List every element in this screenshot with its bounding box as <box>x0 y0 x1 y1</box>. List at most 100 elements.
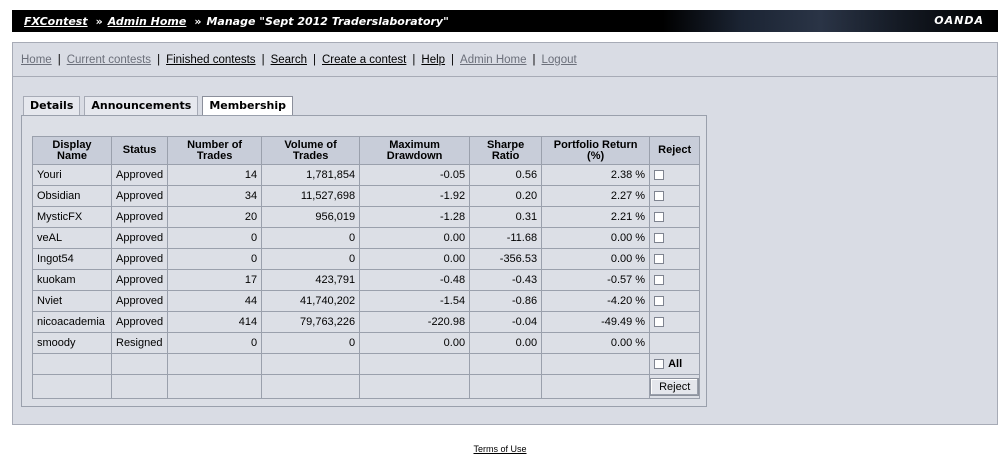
breadcrumb-fxcontest-link[interactable]: FXContest <box>24 14 88 28</box>
nav-separator: | <box>57 53 61 66</box>
volume-of-trades-cell: 41,740,202 <box>261 290 361 312</box>
column-header-volume-of-trades: Volume of Trades <box>261 136 361 165</box>
number-of-trades-cell: 17 <box>167 269 263 291</box>
top-header-bar: FXContest » Admin Home » Manage "Sept 20… <box>12 10 998 32</box>
breadcrumb: FXContest » Admin Home » Manage "Sept 20… <box>12 15 449 28</box>
volume-of-trades-cell: 11,527,698 <box>261 185 361 207</box>
number-of-trades-cell: 0 <box>167 332 263 354</box>
table-row: veAL Approved 0 0 0.00 -11.68 0.00 % <box>32 227 701 249</box>
reject-cell <box>649 290 701 312</box>
display-name-cell: veAL <box>32 227 112 249</box>
breadcrumb-separator: » <box>95 14 103 28</box>
breadcrumb-current-page: Manage "Sept 2012 Traderslaboratory" <box>206 14 449 28</box>
sharpe-ratio-cell: -0.04 <box>469 311 543 333</box>
table-header-row: Display Name Status Number of Trades Volum… <box>32 136 701 165</box>
display-name-cell: Ingot54 <box>32 248 112 270</box>
maximum-drawdown-cell: -220.98 <box>359 311 471 333</box>
breadcrumb-admin-home-link[interactable]: Admin Home <box>107 14 187 28</box>
nav-search-link[interactable]: Search <box>270 53 307 66</box>
portfolio-return-cell: 2.21 % <box>541 206 651 228</box>
sharpe-ratio-cell: 0.56 <box>469 164 543 186</box>
reject-cell <box>649 311 701 333</box>
number-of-trades-cell: 20 <box>167 206 263 228</box>
status-cell: Approved <box>110 164 169 186</box>
reject-checkbox[interactable] <box>654 296 665 307</box>
number-of-trades-cell: 0 <box>167 227 263 249</box>
reject-cell <box>649 164 701 186</box>
table-row: smoody Resigned 0 0 0.00 0.00 0.00 % <box>32 332 701 354</box>
reject-checkbox[interactable] <box>654 170 665 181</box>
status-cell: Approved <box>110 227 169 249</box>
portfolio-return-cell: 0.00 % <box>541 227 651 249</box>
display-name-cell: Nviet <box>32 290 112 312</box>
terms-of-use-link[interactable]: Terms of Use <box>473 444 527 454</box>
reject-button[interactable]: Reject <box>650 377 700 396</box>
column-header-display-name: Display Name <box>32 136 112 165</box>
portfolio-return-cell: 0.00 % <box>541 248 651 270</box>
nav-separator: | <box>532 53 536 66</box>
number-of-trades-cell: 44 <box>167 290 263 312</box>
display-name-cell: smoody <box>32 332 112 354</box>
reject-checkbox[interactable] <box>654 254 665 265</box>
reject-checkbox[interactable] <box>654 191 665 202</box>
membership-panel: Display Name Status Number of Trades Volum… <box>21 115 707 407</box>
reject-cell <box>649 227 701 249</box>
oanda-logo: OANDA <box>934 14 984 27</box>
number-of-trades-cell: 0 <box>167 248 263 270</box>
display-name-cell: Youri <box>32 164 112 186</box>
display-name-cell: MysticFX <box>32 206 112 228</box>
reject-cell <box>649 206 701 228</box>
tab-membership[interactable]: Membership <box>202 96 293 117</box>
nav-separator: | <box>412 53 416 66</box>
sharpe-ratio-cell: 0.31 <box>469 206 543 228</box>
status-cell: Approved <box>110 269 169 291</box>
select-all-label: All <box>668 358 683 370</box>
column-header-number-of-trades: Number of Trades <box>167 136 263 165</box>
display-name-cell: nicoacademia <box>32 311 112 333</box>
portfolio-return-cell: 0.00 % <box>541 332 651 354</box>
tab-details[interactable]: Details <box>23 96 81 116</box>
sharpe-ratio-cell: 0.20 <box>469 185 543 207</box>
nav-admin-home-link[interactable]: Admin Home <box>460 53 527 66</box>
nav-home-link[interactable]: Home <box>21 53 52 66</box>
status-cell: Resigned <box>110 332 169 354</box>
tab-announcements[interactable]: Announcements <box>84 96 199 116</box>
status-cell: Approved <box>110 248 169 270</box>
status-cell: Approved <box>110 185 169 207</box>
nav-current-contests-link[interactable]: Current contests <box>66 53 152 66</box>
nav-logout-link[interactable]: Logout <box>541 53 577 66</box>
volume-of-trades-cell: 956,019 <box>261 206 361 228</box>
number-of-trades-cell: 14 <box>167 164 263 186</box>
table-row: Obsidian Approved 34 11,527,698 -1.92 0.20 2.2… <box>32 185 701 207</box>
column-header-status: Status <box>110 136 169 165</box>
reject-checkbox[interactable] <box>654 317 665 328</box>
sharpe-ratio-cell: -11.68 <box>469 227 543 249</box>
nav-separator: | <box>261 53 265 66</box>
table-row-select-all: All <box>32 353 701 375</box>
reject-checkbox[interactable] <box>654 212 665 223</box>
column-header-portfolio-return: Portfolio Return (%) <box>541 136 651 165</box>
maximum-drawdown-cell: 0.00 <box>359 332 471 354</box>
volume-of-trades-cell: 0 <box>261 332 361 354</box>
sharpe-ratio-cell: -0.86 <box>469 290 543 312</box>
reject-cell <box>649 185 701 207</box>
nav-create-contest-link[interactable]: Create a contest <box>322 53 407 66</box>
nav-help-link[interactable]: Help <box>421 53 446 66</box>
select-all-checkbox[interactable] <box>654 359 665 370</box>
reject-cell <box>649 248 701 270</box>
portfolio-return-cell: 2.27 % <box>541 185 651 207</box>
reject-checkbox[interactable] <box>654 275 665 286</box>
volume-of-trades-cell: 0 <box>261 227 361 249</box>
reject-cell <box>649 332 701 354</box>
table-row: kuokam Approved 17 423,791 -0.48 -0.43 -0.57 % <box>32 269 701 291</box>
sharpe-ratio-cell: -356.53 <box>469 248 543 270</box>
volume-of-trades-cell: 1,781,854 <box>261 164 361 186</box>
nav-finished-contests-link[interactable]: Finished contests <box>166 53 256 66</box>
reject-checkbox[interactable] <box>654 233 665 244</box>
footer: Terms of Use <box>0 444 1000 454</box>
table-row: Ingot54 Approved 0 0 0.00 -356.53 0.00 % <box>32 248 701 270</box>
sharpe-ratio-cell: -0.43 <box>469 269 543 291</box>
table-row: MysticFX Approved 20 956,019 -1.28 0.31 2.21 % <box>32 206 701 228</box>
nav-separator: | <box>451 53 455 66</box>
maximum-drawdown-cell: 0.00 <box>359 248 471 270</box>
